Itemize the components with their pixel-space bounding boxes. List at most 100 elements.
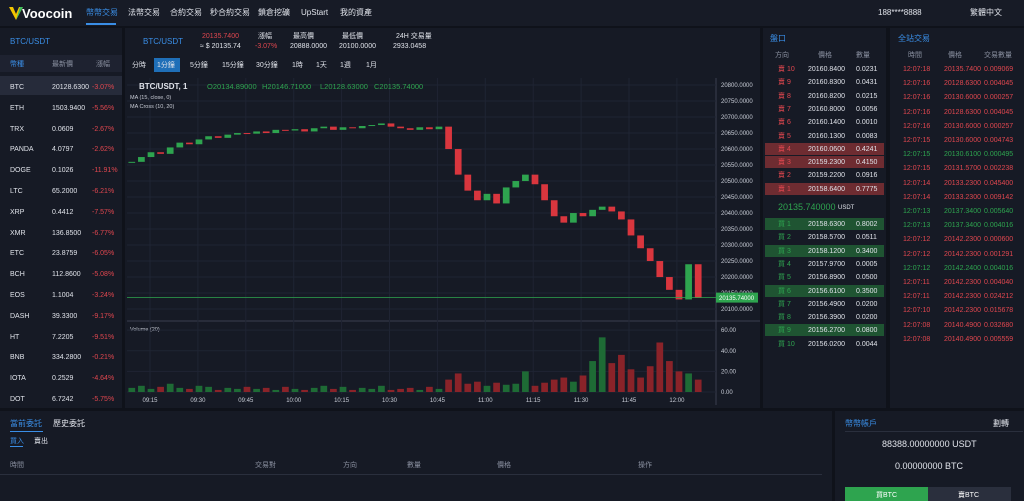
bid-price: 20158.6300 bbox=[808, 221, 845, 228]
volume-bar bbox=[493, 382, 500, 392]
coin-name[interactable]: DASH bbox=[10, 312, 30, 320]
nav-item[interactable]: 鎖倉挖礦 bbox=[258, 8, 290, 17]
interval-tab[interactable]: 1天 bbox=[316, 62, 327, 69]
coin-name[interactable]: EOS bbox=[10, 292, 25, 299]
candle bbox=[589, 209, 596, 217]
coin-name[interactable]: HT bbox=[10, 333, 20, 341]
nav-item[interactable]: 法幣交易 bbox=[128, 8, 160, 17]
interval-tab[interactable]: 1分鐘 bbox=[157, 62, 175, 69]
volume-bar bbox=[272, 389, 280, 392]
candle bbox=[214, 136, 222, 138]
interval-tab[interactable]: 15分鐘 bbox=[222, 62, 244, 69]
candle bbox=[627, 219, 635, 236]
coin-name[interactable]: BNB bbox=[10, 354, 25, 362]
coin-name[interactable]: BTC bbox=[10, 84, 24, 91]
y-tick-label: 20800.0000 bbox=[721, 83, 753, 89]
nav-item[interactable]: UpStart bbox=[301, 8, 329, 17]
ask-price: 20159.2200 bbox=[808, 172, 845, 180]
user-account[interactable]: 188****8888 bbox=[878, 8, 922, 17]
candle bbox=[454, 149, 462, 175]
volume-bar bbox=[301, 389, 308, 392]
volume-bar bbox=[598, 337, 606, 392]
bid-side: 買 4 bbox=[778, 260, 791, 268]
order-side[interactable]: 賣出 bbox=[34, 438, 48, 445]
volume-bar bbox=[445, 379, 452, 392]
coin-name[interactable]: XMR bbox=[10, 229, 26, 237]
nav-item[interactable]: 秒合約交易 bbox=[210, 8, 250, 17]
trade-cell: 12:07:16 bbox=[903, 122, 931, 130]
column-header: 時間 bbox=[908, 52, 922, 59]
coin-price: 334.2800 bbox=[52, 354, 82, 362]
coin-price: 1503.9400 bbox=[52, 104, 86, 112]
volume-tick-label: 40.00 bbox=[721, 349, 737, 355]
coin-name[interactable]: TRX bbox=[10, 125, 24, 133]
tab-underline bbox=[10, 431, 43, 432]
order-tab[interactable]: 歷史委託 bbox=[53, 419, 85, 428]
logo: Voocoin bbox=[22, 6, 73, 21]
volume-bar bbox=[205, 386, 212, 392]
sell-button-label[interactable]: 賣BTC bbox=[958, 492, 979, 499]
volume-bar bbox=[320, 385, 328, 392]
order-tab[interactable]: 當前委託 bbox=[10, 419, 42, 428]
coin-name[interactable]: DOT bbox=[10, 396, 25, 403]
volume-bar bbox=[378, 385, 385, 392]
x-tick-label: 12:00 bbox=[669, 398, 685, 404]
bid-price: 20156.3900 bbox=[808, 314, 845, 322]
orders-panel bbox=[0, 411, 832, 501]
coin-name[interactable]: PANDA bbox=[10, 146, 34, 154]
transfer-link[interactable]: 劃轉 bbox=[993, 419, 1009, 428]
volume-tick-label: 0.00 bbox=[721, 390, 733, 396]
nav-item[interactable]: 幣幣交易 bbox=[86, 8, 118, 17]
buy-button-label[interactable]: 買BTC bbox=[876, 492, 897, 499]
trade-cell: 0.004040 bbox=[984, 279, 1014, 286]
trade-cell: 12:07:12 bbox=[903, 264, 931, 272]
trade-cell: 12:07:16 bbox=[903, 80, 931, 88]
volume-bar bbox=[589, 361, 596, 392]
ask-side: 賣 7 bbox=[778, 105, 791, 113]
active-interval[interactable] bbox=[154, 58, 180, 72]
nav-item[interactable]: 合約交易 bbox=[170, 8, 202, 17]
volume-bar bbox=[675, 371, 683, 392]
coin-name[interactable]: LTC bbox=[10, 188, 23, 195]
language-select[interactable]: 繁體中文 bbox=[970, 8, 1002, 17]
interval-tab[interactable]: 30分鐘 bbox=[256, 62, 278, 69]
coin-name[interactable]: ETH bbox=[10, 104, 24, 112]
candle bbox=[426, 127, 433, 130]
candle bbox=[368, 125, 376, 127]
order-side[interactable]: 買入 bbox=[10, 438, 24, 445]
ask-price: 20160.8300 bbox=[808, 79, 845, 87]
volume-bar bbox=[147, 388, 155, 392]
coin-name[interactable]: ETC bbox=[10, 250, 24, 258]
nav-item[interactable]: 我的資產 bbox=[340, 8, 372, 17]
bid-side: 買 3 bbox=[778, 247, 791, 255]
candle bbox=[186, 142, 193, 145]
y-tick-label: 20550.0000 bbox=[721, 163, 753, 169]
ask-qty: 0.0083 bbox=[856, 132, 878, 140]
interval-tab[interactable]: 5分鐘 bbox=[190, 62, 208, 69]
coin-name[interactable]: IOTA bbox=[10, 375, 26, 383]
interval-tab[interactable]: 分時 bbox=[132, 62, 146, 69]
ask-side: 賣 4 bbox=[778, 145, 791, 153]
bid-side: 買 9 bbox=[778, 327, 791, 335]
candle bbox=[320, 126, 328, 129]
interval-tab[interactable]: 1時 bbox=[292, 62, 303, 69]
volume-bar bbox=[570, 381, 577, 392]
coin-name[interactable]: BCH bbox=[10, 271, 25, 279]
trade-cell: 20140.4900 bbox=[944, 321, 981, 329]
column-header: 價格 bbox=[948, 52, 962, 59]
trades-title: 全站交易 bbox=[898, 34, 930, 43]
trades-panel bbox=[890, 28, 1024, 408]
sell-button[interactable] bbox=[928, 487, 1011, 501]
volume-bar bbox=[512, 383, 520, 392]
coin-name[interactable]: XRP bbox=[10, 208, 25, 216]
buy-button[interactable] bbox=[845, 487, 928, 501]
volume-tick-label: 60.00 bbox=[721, 328, 737, 334]
y-tick-label: 20650.0000 bbox=[721, 131, 753, 137]
candle bbox=[502, 187, 510, 204]
candle bbox=[195, 139, 203, 145]
candle bbox=[406, 128, 414, 130]
volume-bar bbox=[387, 389, 395, 392]
coin-name[interactable]: DOGE bbox=[10, 167, 31, 175]
interval-tab[interactable]: 1週 bbox=[340, 62, 351, 69]
interval-tab[interactable]: 1月 bbox=[366, 62, 377, 69]
